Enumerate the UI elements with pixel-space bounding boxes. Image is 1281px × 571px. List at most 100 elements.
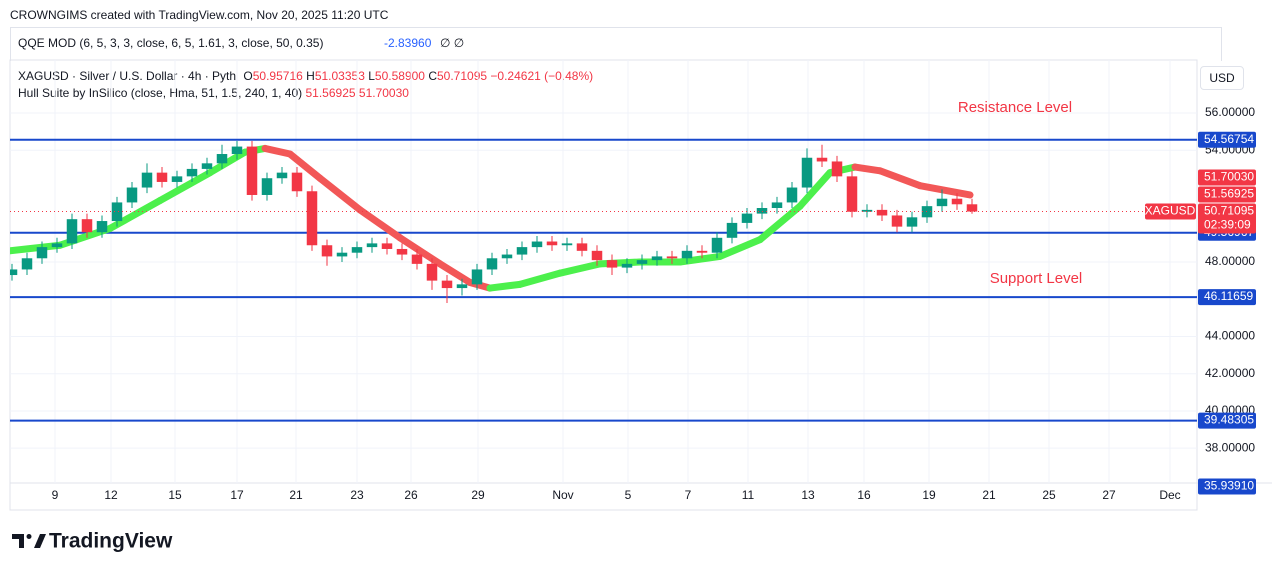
candle-body (786, 187, 798, 203)
candle-body (546, 241, 558, 246)
candle-body (411, 254, 423, 264)
candle-body (171, 176, 183, 182)
candle-body (276, 172, 288, 179)
credit: CROWNGIMS created with TradingView.com, … (10, 8, 389, 22)
hull-segment (261, 144, 294, 158)
hull-segment (851, 163, 884, 175)
candle-body (666, 256, 678, 259)
candle-body (861, 209, 873, 212)
candle-body (846, 176, 858, 212)
candle-body (306, 191, 318, 246)
candle-body (186, 168, 198, 177)
candle-body (816, 157, 828, 162)
candle-body (231, 146, 243, 155)
logo (12, 534, 46, 548)
symbol: XAGUSD · Silver / U.S. Dollar · 4h · Pyt… (18, 69, 237, 83)
hull-segment (396, 234, 444, 268)
brand: TradingView (49, 530, 173, 553)
x-tick-label: 15 (168, 488, 182, 502)
candle-body (141, 172, 153, 188)
hull-segment (156, 169, 214, 205)
candle-body (366, 243, 378, 248)
h-value: 51.03353 (314, 69, 365, 83)
candle-body (441, 280, 453, 289)
hull-a: 51.56925 (305, 86, 356, 100)
candle-body (651, 256, 663, 261)
price-badge-timer: 02:39:09 (1204, 218, 1251, 232)
x-tick-label: 17 (230, 488, 244, 502)
price-badge-label: 51.56925 (1204, 187, 1254, 201)
l-label: L (368, 69, 375, 83)
x-tick-label: Dec (1159, 488, 1180, 502)
candle-body (576, 243, 588, 251)
candle-body (81, 219, 93, 233)
candle-body (636, 260, 648, 264)
candle-body (696, 250, 708, 253)
y-tick-label: 48.00000 (1205, 254, 1255, 268)
candle-body (936, 198, 948, 207)
hull-segment (716, 236, 764, 260)
hull-segment (486, 280, 524, 292)
x-tick-label: 29 (471, 488, 485, 502)
level-badge (1198, 289, 1256, 306)
candle-body (486, 258, 498, 270)
y-tick-label: 56.00000 (1205, 105, 1255, 119)
currency-button[interactable]: USD (1200, 66, 1244, 90)
candle-body (51, 243, 63, 248)
x-tick-label: 9 (52, 488, 59, 502)
candle-body (591, 250, 603, 261)
axis-badge-label: 35.93910 (1204, 479, 1254, 493)
hull-b: 51.70030 (358, 86, 409, 100)
o-value: 50.95716 (252, 69, 303, 83)
candle-body (201, 163, 213, 169)
legend-row: XAGUSD · Silver / U.S. Dollar · 4h · Pyt… (18, 69, 593, 83)
hull-segment (876, 167, 924, 190)
x-tick-label: 13 (801, 488, 815, 502)
hull-segment (286, 150, 324, 182)
hull-segment (756, 202, 804, 244)
level-badge (1198, 131, 1256, 148)
candle-body (351, 247, 363, 253)
axis-badge (1198, 478, 1256, 495)
x-tick-label: 16 (857, 488, 871, 502)
x-tick-label: 23 (350, 488, 364, 502)
hull-segment (316, 174, 364, 214)
candle-body (471, 269, 483, 285)
c-label: C (428, 69, 437, 83)
x-tick-label: 21 (289, 488, 303, 502)
candle-body (756, 208, 768, 214)
o-label: O (243, 69, 253, 83)
hull-segment (796, 169, 834, 210)
price-badge (1198, 186, 1256, 203)
hull-segment (516, 269, 564, 288)
level-label: 54.56754 (1204, 132, 1254, 146)
indicator-value: -2.83960 (384, 36, 432, 50)
price-badge-label: 50.71095 (1204, 204, 1254, 218)
indicator-pane (10, 27, 1222, 61)
price-badge (1198, 169, 1256, 186)
y-tick-label: 38.00000 (1205, 440, 1255, 454)
candle-body (216, 154, 228, 164)
candle-body (726, 222, 738, 238)
candle-body (246, 146, 258, 195)
candle-body (516, 247, 528, 255)
candle-body (561, 243, 573, 246)
x-tick-label: 7 (685, 488, 692, 502)
x-tick-label: 27 (1102, 488, 1116, 502)
level-badge (1198, 412, 1256, 429)
candle-body (426, 263, 438, 281)
candle-body (621, 263, 633, 268)
x-tick-label: 5 (625, 488, 632, 502)
candle-body (801, 157, 813, 188)
candle-body (10, 269, 18, 276)
candle-body (66, 219, 78, 244)
hull-segment (356, 206, 404, 242)
candle-body (891, 215, 903, 227)
price-badge-label: 51.70030 (1204, 170, 1254, 184)
candle-body (501, 254, 513, 259)
candle-body (876, 209, 888, 216)
candle-body (336, 252, 348, 257)
x-tick-label: 21 (982, 488, 996, 502)
